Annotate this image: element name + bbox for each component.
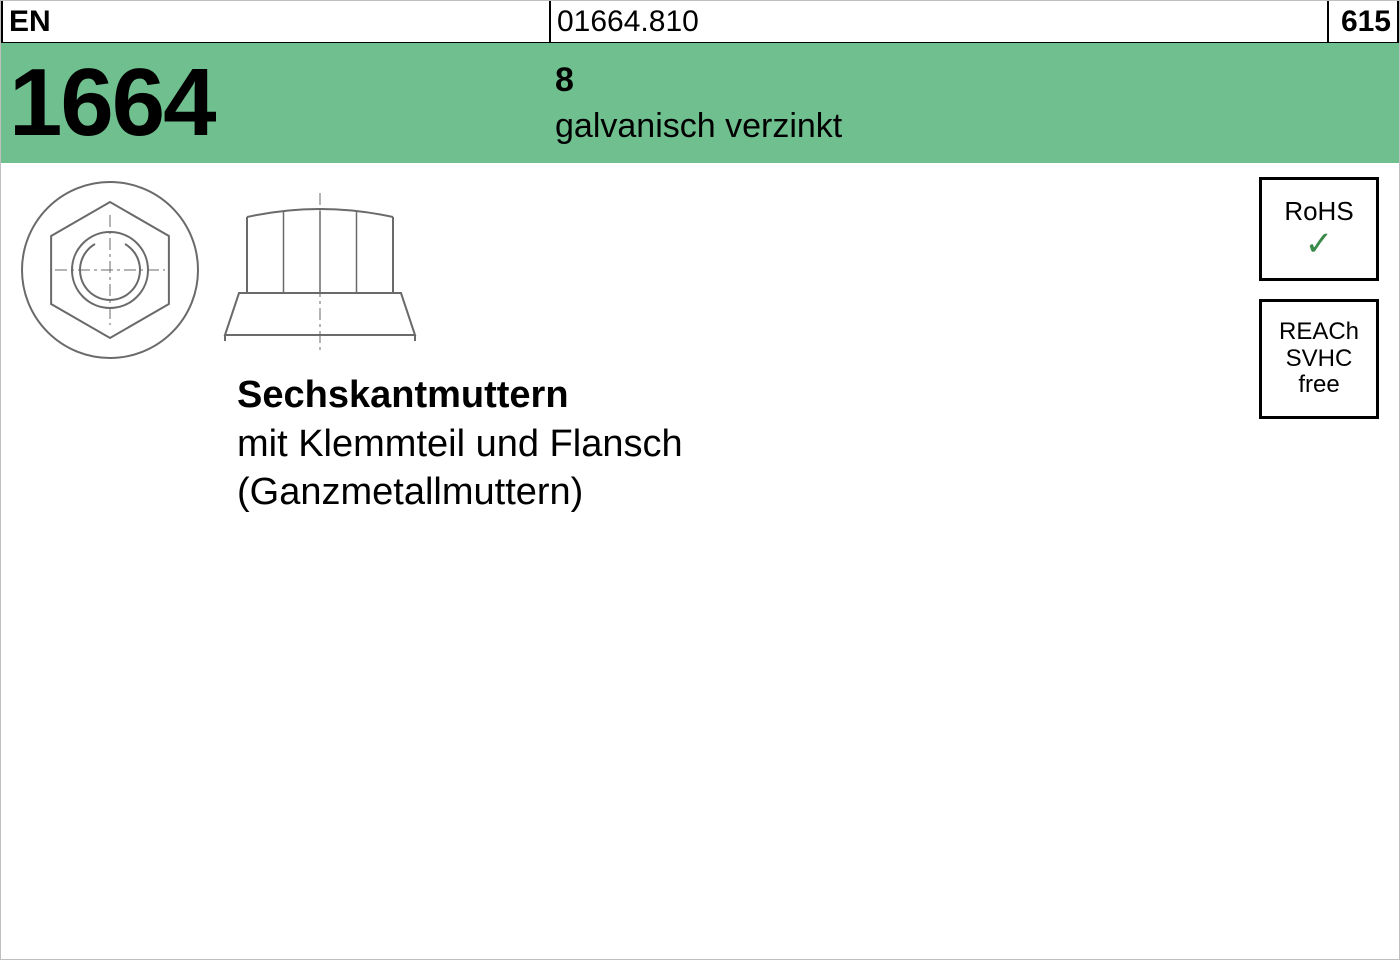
reach-line2: SVHC	[1286, 346, 1353, 372]
standard-banner: 1664 8 galvanisch verzinkt	[1, 43, 1399, 163]
datasheet-card: EN 01664.810 615 1664 8 galvanisch verzi…	[0, 0, 1400, 960]
header-row: EN 01664.810 615	[1, 1, 1399, 43]
reach-line1: REACh	[1279, 319, 1359, 345]
surface-finish: galvanisch verzinkt	[555, 109, 1399, 143]
part-drawing	[15, 175, 435, 370]
desc-line-3: (Ganzmetallmuttern)	[237, 468, 683, 517]
rohs-badge: RoHS ✓	[1259, 177, 1379, 281]
property-class: 8	[555, 63, 1399, 97]
reach-badge: REACh SVHC free	[1259, 299, 1379, 419]
desc-line-1: Sechskantmuttern	[237, 371, 683, 420]
code-cell: 615	[1329, 1, 1399, 42]
part-description: Sechskantmuttern mit Klemmteil und Flans…	[237, 371, 683, 517]
standard-details: 8 galvanisch verzinkt	[551, 43, 1399, 163]
rohs-label: RoHS	[1284, 197, 1353, 226]
nut-diagram-icon	[15, 175, 435, 365]
figure-area: RoHS ✓ REACh SVHC free	[1, 163, 1399, 493]
standard-prefix-cell: EN	[1, 1, 551, 42]
check-icon: ✓	[1305, 227, 1334, 261]
standard-number: 1664	[1, 43, 551, 163]
desc-line-2: mit Klemmteil und Flansch	[237, 420, 683, 469]
compliance-badges: RoHS ✓ REACh SVHC free	[1259, 177, 1379, 419]
reach-line3: free	[1298, 372, 1339, 398]
article-number-cell: 01664.810	[551, 1, 1329, 42]
